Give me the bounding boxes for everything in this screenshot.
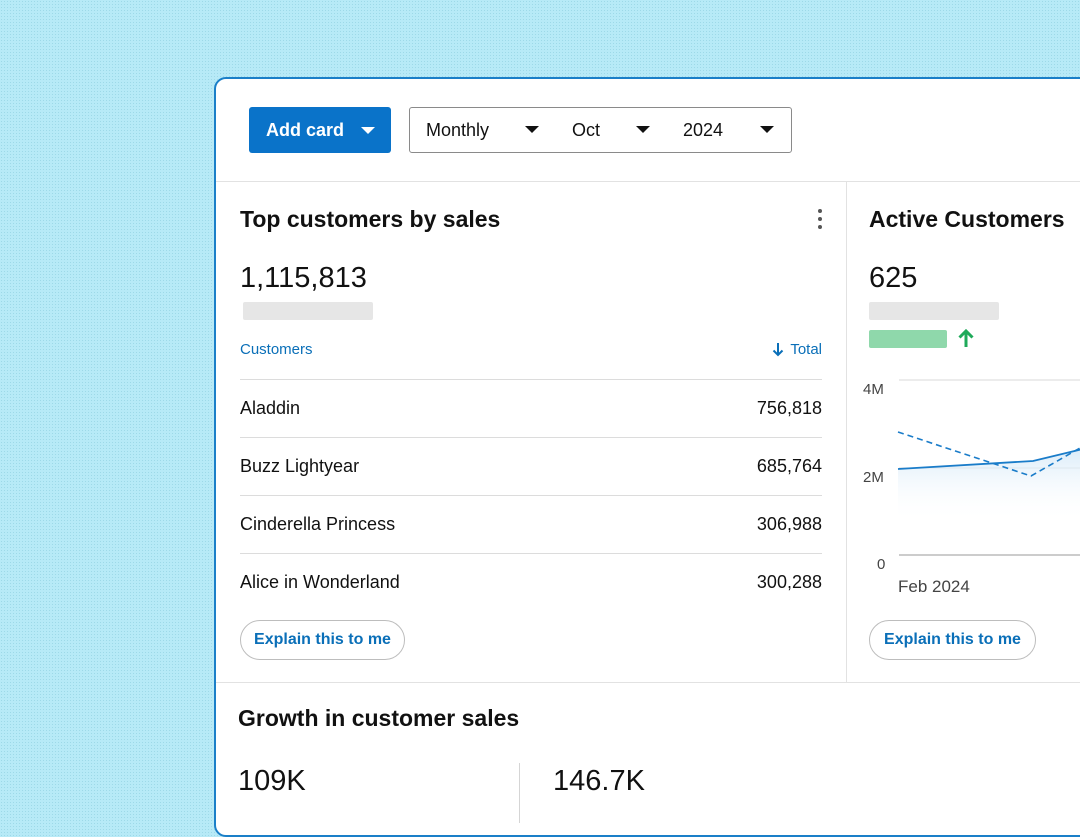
y-axis-tick: 0 [877, 556, 886, 573]
series-line-current [897, 448, 1080, 470]
period-value: Monthly [426, 119, 490, 140]
customer-name: Buzz Lightyear [240, 456, 360, 476]
active-customers-card: Active Customers 625 4M 2M 0 Feb 2024 [847, 182, 1080, 682]
growth-card: Growth in customer sales 109K 146.7K [216, 682, 1080, 835]
table-row[interactable]: Alice in Wonderland 300,288 [240, 553, 822, 612]
card-title: Top customers by sales [240, 206, 501, 232]
more-options-icon[interactable] [816, 207, 824, 231]
card-title: Growth in customer sales [238, 705, 520, 731]
skeleton-placeholder [243, 302, 373, 320]
customer-name: Aladdin [240, 398, 301, 418]
customer-total: 756,818 [756, 398, 822, 418]
year-dropdown[interactable]: 2024 [683, 108, 723, 152]
growth-value-2: 146.7K [553, 765, 645, 797]
table-row[interactable]: Cinderella Princess 306,988 [240, 495, 822, 554]
chevron-down-icon [361, 127, 375, 134]
total-sales-value: 1,115,813 [240, 262, 367, 294]
dashboard-window: Add card Monthly Oct 2024 Top customers … [214, 77, 1080, 837]
trend-badge [869, 330, 947, 348]
customer-name: Alice in Wonderland [240, 572, 400, 592]
explain-button[interactable]: Explain this to me [869, 620, 1036, 660]
explain-button[interactable]: Explain this to me [240, 620, 405, 660]
period-selector: Monthly Oct 2024 [409, 107, 792, 153]
card-title: Active Customers [869, 206, 1065, 232]
month-dropdown[interactable]: Oct [572, 108, 600, 152]
period-dropdown[interactable]: Monthly [426, 108, 489, 152]
arrow-down-icon [773, 343, 784, 357]
series-area [898, 449, 1080, 522]
add-card-button[interactable]: Add card [249, 107, 391, 153]
year-value: 2024 [683, 119, 724, 140]
customer-total: 685,764 [756, 456, 822, 476]
total-column-header[interactable]: Total [772, 341, 822, 358]
x-axis-label: Feb 2024 [898, 577, 970, 596]
chevron-down-icon[interactable] [636, 126, 650, 133]
month-value: Oct [572, 119, 601, 140]
y-axis-tick: 2M [863, 469, 884, 486]
growth-value-1: 109K [238, 765, 306, 797]
chevron-down-icon[interactable] [525, 126, 539, 133]
add-card-label: Add card [266, 119, 345, 140]
customer-total: 306,988 [756, 514, 822, 534]
chevron-down-icon[interactable] [760, 126, 774, 133]
divider [519, 763, 520, 823]
active-customers-chart [897, 379, 1080, 556]
toolbar: Add card Monthly Oct 2024 [216, 79, 1080, 182]
total-column-label: Total [790, 341, 822, 358]
table-row[interactable]: Buzz Lightyear 685,764 [240, 437, 822, 496]
table-row[interactable]: Aladdin 756,818 [240, 379, 822, 438]
customers-column-header[interactable]: Customers [240, 341, 313, 358]
top-customers-card: Top customers by sales 1,115,813 Custome… [216, 182, 847, 682]
customer-name: Cinderella Princess [240, 514, 396, 534]
active-customers-value: 625 [869, 262, 918, 294]
skeleton-placeholder [869, 302, 999, 320]
customer-total: 300,288 [756, 572, 822, 592]
arrow-up-icon [958, 328, 974, 347]
y-axis-tick: 4M [863, 381, 884, 398]
series-line-previous [897, 431, 1080, 477]
